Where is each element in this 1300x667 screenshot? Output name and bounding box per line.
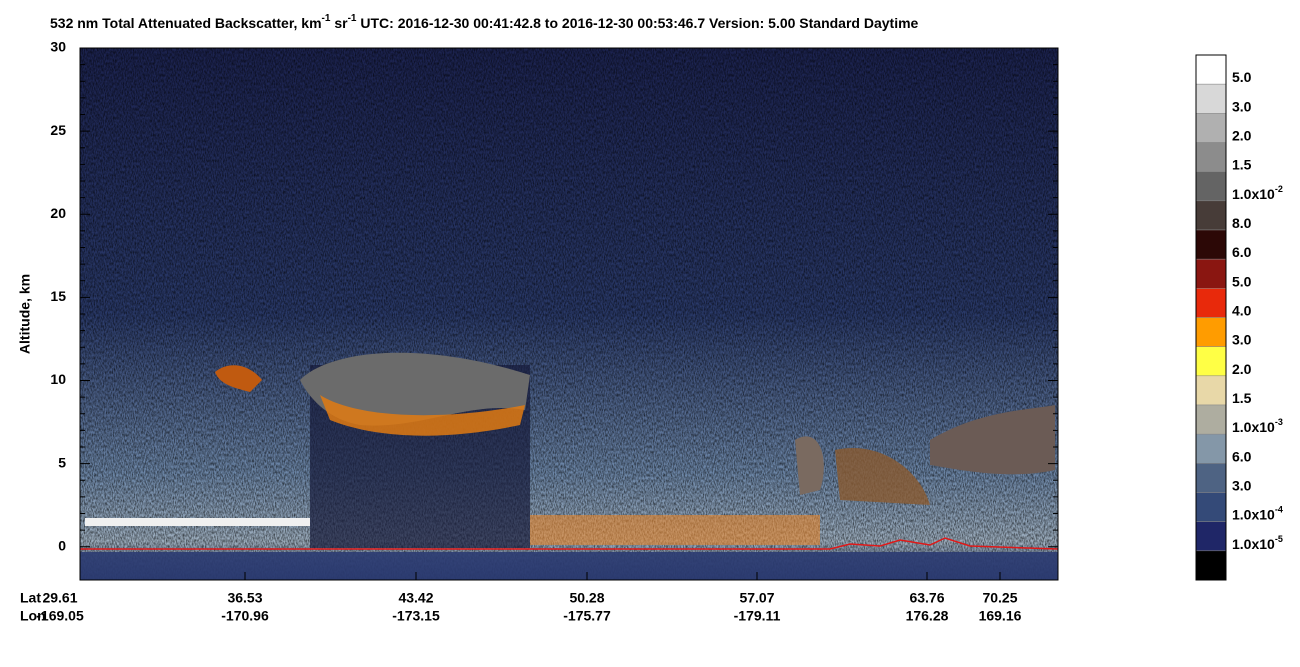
colorbar-swatch: [1195, 258, 1227, 289]
colorbar-label: 3.0: [1232, 477, 1252, 493]
colorbar-swatch: [1195, 200, 1227, 231]
lon-label: -173.15: [392, 608, 440, 624]
lon-label: -175.77: [563, 608, 611, 624]
colorbar-swatch: [1195, 171, 1227, 202]
colorbar-label: 1.5: [1232, 156, 1252, 172]
colorbar-label: 8.0: [1232, 215, 1252, 231]
y-tick-label: 25: [50, 122, 66, 138]
colorbar-label: 4.0: [1232, 302, 1252, 318]
colorbar-label: 1.5: [1232, 390, 1252, 406]
colorbar-label-text: 5.0: [1232, 273, 1252, 289]
colorbar-label-text: 1.5: [1232, 156, 1252, 172]
colorbar-label-text: 8.0: [1232, 215, 1252, 231]
y-tick-label: 10: [50, 371, 66, 387]
colorbar-label: 2.0: [1232, 127, 1252, 143]
colorbar-swatch: [1195, 463, 1227, 493]
y-tick-label: 5: [58, 454, 66, 470]
colorbar-label: 6.0: [1232, 244, 1252, 260]
title-part: sr: [330, 15, 348, 31]
colorbar-label-exponent: -3: [1275, 418, 1283, 428]
colorbar-swatch: [1195, 550, 1227, 581]
colorbar-label-exponent: -4: [1275, 505, 1283, 515]
colorbar-label-text: 2.0: [1232, 127, 1252, 143]
lon-label: 169.16: [979, 608, 1022, 624]
colorbar-label-text: 3.0: [1232, 477, 1252, 493]
colorbar-swatch: [1195, 492, 1227, 522]
colorbar-label: 1.0x10-4: [1232, 505, 1283, 522]
lon-row-label: Lon: [20, 608, 46, 624]
lat-label: 50.28: [569, 590, 604, 606]
title-part: 532 nm Total Attenuated Backscatter, km: [50, 15, 322, 31]
y-tick-label: 30: [50, 39, 66, 55]
lat-label: 63.76: [909, 590, 944, 606]
colorbar-label-text: 5.0: [1232, 69, 1252, 85]
colorbar-swatch: [1195, 404, 1227, 435]
lon-label: -179.11: [734, 608, 781, 624]
colorbar-swatch: [1195, 433, 1227, 464]
colorbar-label: 5.0: [1232, 69, 1252, 85]
y-tick-label: 15: [50, 288, 66, 304]
y-tick-label: 0: [58, 537, 66, 553]
colorbar-label-text: 6.0: [1232, 244, 1252, 260]
colorbar-swatch: [1195, 54, 1227, 85]
colorbar-swatch: [1195, 83, 1227, 114]
colorbar-label-text: 1.5: [1232, 390, 1252, 406]
lat-row-label: Lat: [20, 590, 41, 606]
colorbar-swatch: [1195, 346, 1227, 377]
colorbar-swatch: [1195, 229, 1227, 260]
lon-label: -170.96: [221, 608, 269, 624]
y-axis-label: Altitude, km: [17, 274, 33, 354]
lon-label: -169.05: [36, 608, 84, 624]
colorbar-label: 3.0: [1232, 98, 1252, 114]
colorbar-label-text: 6.0: [1232, 448, 1252, 464]
colorbar-label: 1.0x10-3: [1232, 418, 1283, 435]
lat-label: 43.42: [398, 590, 433, 606]
lat-label: 70.25: [982, 590, 1017, 606]
colorbar-label: 6.0: [1232, 448, 1252, 464]
lat-label: 36.53: [227, 590, 262, 606]
title-part: UTC: 2016-12-30 00:41:42.8 to 2016-12-30…: [356, 15, 918, 31]
colorbar-label-exponent: -5: [1275, 534, 1283, 544]
colorbar-swatch: [1195, 142, 1227, 172]
chart-title: 532 nm Total Attenuated Backscatter, km-…: [50, 13, 919, 31]
colorbar-swatch: [1195, 288, 1227, 318]
colorbar-swatch: [1195, 375, 1227, 406]
y-tick-label: 20: [50, 205, 66, 221]
title-superscript: -1: [348, 13, 357, 24]
colorbar-label-text: 1.0x10: [1232, 186, 1275, 202]
lon-label: 176.28: [906, 608, 949, 624]
backscatter-image: [80, 48, 1059, 580]
colorbar-label: 2.0: [1232, 361, 1252, 377]
colorbar-frame: [1195, 54, 1227, 581]
colorbar-label-text: 1.0x10: [1232, 506, 1275, 522]
colorbar-label-text: 4.0: [1232, 302, 1252, 318]
title-superscript: -1: [322, 13, 331, 24]
colorbar-swatch: [1195, 113, 1227, 143]
lat-label: 29.61: [42, 590, 77, 606]
colorbar-label-text: 3.0: [1232, 98, 1252, 114]
colorbar-label-text: 1.0x10: [1232, 536, 1275, 552]
lat-label: 57.07: [739, 590, 774, 606]
colorbar-label: 1.0x10-2: [1232, 184, 1283, 201]
colorbar-swatch: [1195, 317, 1227, 347]
colorbar-label: 5.0: [1232, 273, 1252, 289]
colorbar-label-text: 3.0: [1232, 331, 1252, 347]
colorbar-label-text: 1.0x10: [1232, 419, 1275, 435]
colorbar-label: 3.0: [1232, 331, 1252, 347]
colorbar-label: 1.0x10-5: [1232, 534, 1283, 551]
colorbar-swatch: [1195, 521, 1227, 552]
colorbar-label-exponent: -2: [1275, 184, 1283, 194]
colorbar-label-text: 2.0: [1232, 361, 1252, 377]
